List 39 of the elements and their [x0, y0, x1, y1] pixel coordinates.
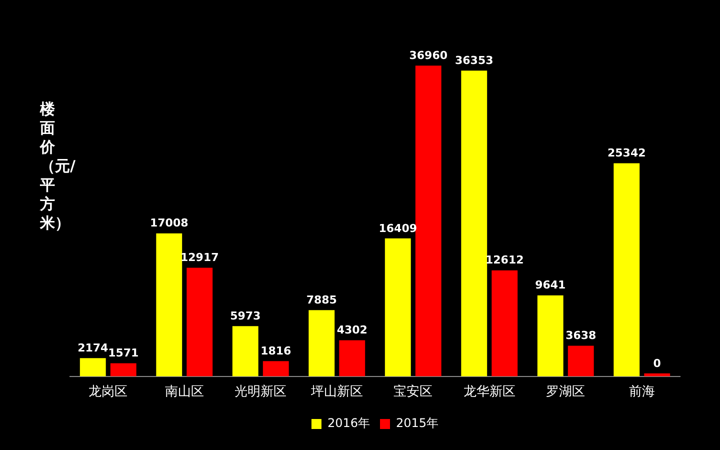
bar: [156, 233, 182, 376]
data-label: 1816: [260, 344, 292, 358]
data-label: 4302: [336, 324, 368, 337]
bar: [110, 363, 136, 376]
x-tick-label: 光明新区: [234, 384, 287, 400]
x-tick-label: 罗湖区: [546, 384, 586, 400]
x-tick-label: 坪山新区: [310, 384, 363, 400]
data-label: 3638: [566, 329, 596, 342]
legend-label: 2015年: [396, 416, 439, 430]
x-tick-label: 南山区: [164, 384, 204, 400]
data-label: 9641: [535, 278, 566, 292]
bar: [339, 340, 366, 376]
data-label: 0: [653, 356, 662, 370]
bar: [232, 326, 258, 376]
x-tick-label: 龙华新区: [463, 384, 516, 400]
bar: [568, 346, 594, 376]
x-tick-label: 龙岗区: [88, 384, 128, 400]
bar: [262, 361, 289, 376]
x-tick-label: 宝安区: [394, 384, 433, 400]
bar: [384, 238, 411, 376]
bar: [461, 70, 488, 376]
data-label: 17008: [150, 216, 188, 230]
bar: [80, 358, 106, 376]
data-label: 7885: [306, 293, 337, 306]
data-label: 5973: [230, 310, 261, 323]
bar: [537, 295, 564, 376]
bar: [614, 163, 640, 376]
bar: [308, 310, 335, 376]
legend-label: 2016年: [327, 416, 370, 430]
bar: [415, 66, 442, 376]
data-label: 2174: [78, 341, 109, 354]
data-label: 25342: [607, 146, 646, 160]
data-label: 1571: [108, 346, 139, 360]
bar: [186, 268, 213, 376]
data-label: 36353: [454, 54, 494, 68]
y-axis-title: 楼面价（元/平方米）: [40, 100, 76, 233]
x-tick-label: 前海: [628, 384, 655, 400]
data-label: 36960: [409, 48, 448, 62]
bar: [492, 270, 518, 376]
